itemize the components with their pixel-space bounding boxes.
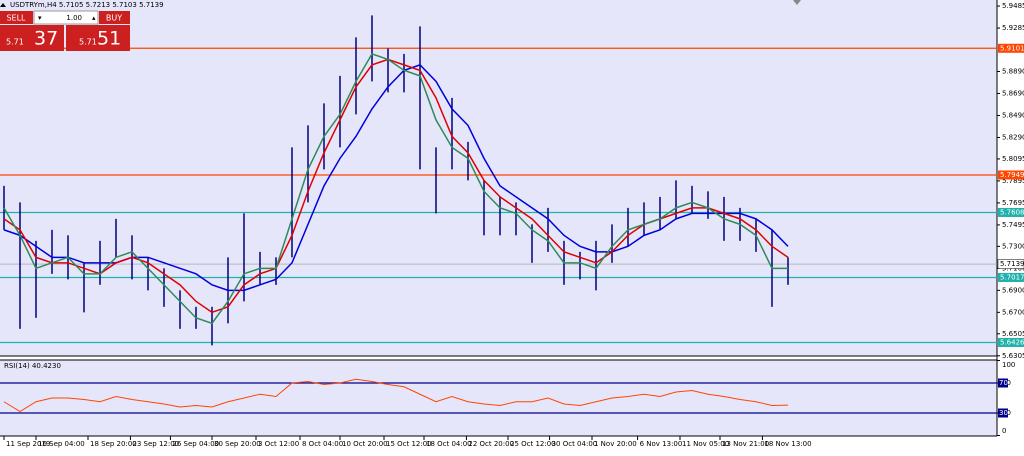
x-tick-label: 11 Sep 2019 [6, 440, 50, 448]
rsi-level-label: 30 [999, 409, 1008, 417]
x-tick-label: 30 Oct 04:00 [552, 440, 598, 448]
lot-spinner: ▴ [92, 14, 96, 22]
level-label: 5.6426 [1000, 338, 1024, 346]
x-tick-label: 26 Sep 04:00 [172, 440, 219, 448]
buy-price-big: 5.71 [79, 38, 97, 47]
level-tag [998, 337, 1024, 347]
rsi-level-tag [998, 408, 1008, 418]
buy-price-small: 51 [97, 28, 121, 50]
x-tick-label: 16 Sep 04:00 [38, 440, 85, 448]
level-label: 5.7608 [1000, 208, 1024, 216]
x-tick-label: 3 Oct 12:00 [258, 440, 299, 448]
y-tick-label: 5.8290 [1002, 133, 1024, 141]
x-tick-label: 15 Oct 12:00 [386, 440, 432, 448]
moving-average [3, 52, 788, 325]
x-tick-label: 10 Oct 20:00 [342, 440, 388, 448]
y-tick-label: 0 [1002, 427, 1006, 435]
level-label: 5.7017 [1000, 273, 1024, 281]
level-tag [998, 272, 1024, 282]
last-price-tag [997, 259, 1024, 269]
level-tag [998, 207, 1024, 217]
y-tick-label: 5.8490 [1002, 111, 1024, 119]
chart-title: USDTRYm,H4 5.7105 5.7213 5.7103 5.7139 [10, 1, 164, 9]
shift-marker [793, 0, 801, 5]
x-tick-label: 8 Oct 04:00 [302, 440, 343, 448]
lot-value: 1.00 [66, 14, 82, 22]
sell-price[interactable] [0, 25, 64, 51]
rsi-line [3, 378, 789, 413]
level-label: 5.9101 [1000, 44, 1024, 52]
x-tick-label: 25 Oct 12:00 [510, 440, 556, 448]
y-tick-label: 100 [1002, 361, 1015, 369]
y-tick-label: 5.7300 [1002, 242, 1024, 250]
buy-price[interactable] [66, 25, 130, 51]
x-tick-label: 1 Nov 20:00 [594, 440, 637, 448]
sell-price-big: 5.71 [6, 38, 24, 47]
x-tick-label: 22 Oct 20:00 [468, 440, 514, 448]
sell-label: SELL [6, 14, 26, 23]
y-tick-label: 5.8690 [1002, 89, 1024, 97]
level-tag [998, 43, 1024, 53]
x-tick-label: 18 Nov 13:00 [764, 440, 811, 448]
buy-button[interactable] [99, 11, 130, 24]
x-tick-label: 18 Sep 20:00 [90, 440, 137, 448]
sell-button[interactable] [0, 11, 33, 24]
rsi-level-label: 70 [999, 379, 1008, 387]
rsi-title: RSI(14) 40.4230 [4, 362, 61, 370]
x-tick-label: 11 Nov 05:00 [682, 440, 729, 448]
y-tick-label: 5.6700 [1002, 308, 1024, 316]
sell-price-small: 37 [34, 28, 58, 50]
level-label: 5.7949 [1000, 171, 1024, 179]
price-panel [0, 0, 997, 356]
rsi-panel [0, 360, 997, 436]
rsi-level-tag [998, 378, 1008, 388]
x-tick-label: 6 Nov 13:00 [640, 440, 683, 448]
buy-label: BUY [106, 14, 122, 23]
lot-input[interactable] [33, 10, 99, 25]
icon [0, 3, 6, 7]
x-tick-label: 13 Nov 21:00 [722, 440, 769, 448]
last-price-label: 5.7139 [1000, 260, 1024, 268]
x-tick-label: 18 Oct 04:00 [426, 440, 472, 448]
level-tag [998, 170, 1024, 180]
y-tick-label: 5.8890 [1002, 67, 1024, 75]
y-tick-label: 5.6900 [1002, 286, 1024, 294]
x-tick-label: 23 Sep 12:00 [132, 440, 179, 448]
moving-average [3, 64, 789, 292]
x-tick-label: 30 Sep 20:00 [214, 440, 261, 448]
lot-spinner: ▾ [38, 14, 42, 22]
